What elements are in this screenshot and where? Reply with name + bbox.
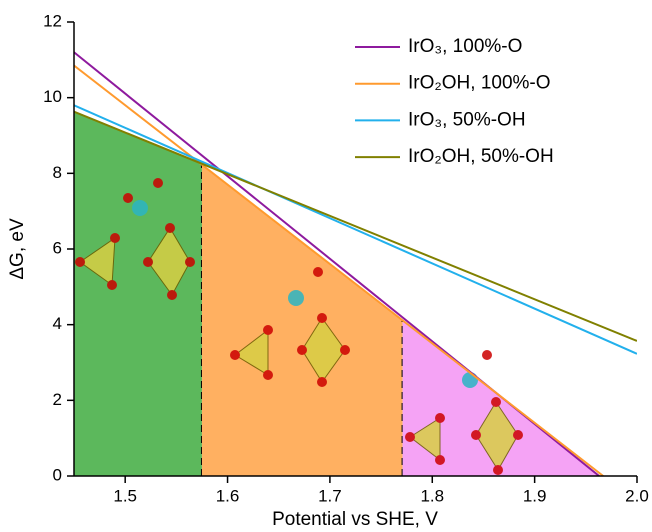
x-tick-label: 2.0 bbox=[625, 486, 649, 505]
y-tick-label: 0 bbox=[53, 465, 62, 484]
y-axis-title: ΔG, eV bbox=[7, 218, 28, 280]
y-tick-label: 10 bbox=[43, 87, 62, 106]
y-tick-label: 2 bbox=[53, 390, 62, 409]
x-axis-title: Potential vs SHE, V bbox=[272, 509, 438, 530]
y-tick-label: 4 bbox=[53, 314, 62, 333]
legend-label: IrO₃, 100%-O bbox=[408, 36, 522, 57]
y-tick-label: 12 bbox=[43, 11, 62, 30]
molecule bbox=[405, 350, 523, 475]
series-line bbox=[74, 104, 637, 355]
legend-label: IrO₃, 50%-OH bbox=[408, 109, 526, 130]
x-tick-label: 1.7 bbox=[318, 486, 342, 505]
x-tick-label: 1.9 bbox=[523, 486, 547, 505]
lines bbox=[74, 51, 637, 476]
x-tick-label: 1.6 bbox=[216, 486, 240, 505]
y-tick-label: 8 bbox=[53, 163, 62, 182]
region bbox=[201, 164, 403, 476]
x-tick-label: 1.5 bbox=[113, 486, 137, 505]
legend-label: IrO₂OH, 100%-O bbox=[408, 73, 551, 94]
region bbox=[74, 111, 202, 476]
x-tick-label: 1.8 bbox=[420, 486, 444, 505]
y-tick-label: 6 bbox=[53, 238, 62, 257]
molecule bbox=[230, 267, 350, 387]
legend-label: IrO₂OH, 50%-OH bbox=[408, 146, 554, 167]
molecule bbox=[75, 178, 195, 300]
series-line bbox=[74, 110, 637, 342]
series-line bbox=[74, 64, 604, 476]
molecule-illustrations bbox=[75, 178, 523, 475]
